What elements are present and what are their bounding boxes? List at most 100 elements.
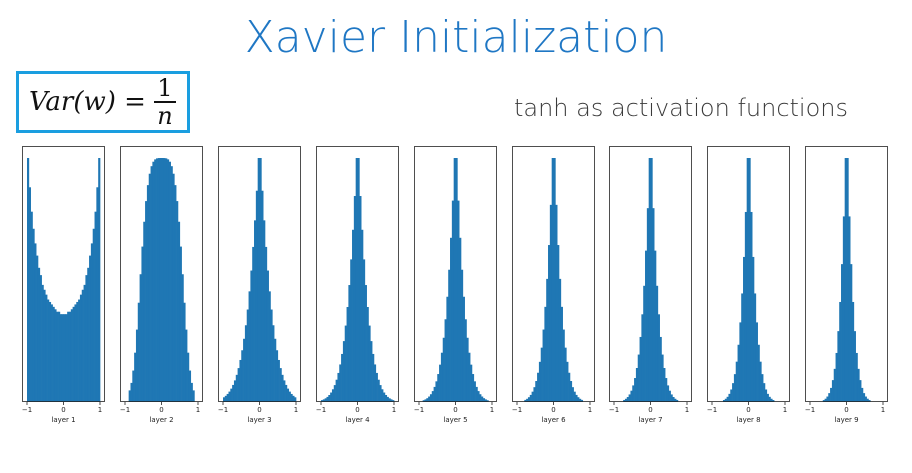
histogram-bar	[533, 387, 536, 402]
histogram-bar	[230, 388, 233, 402]
histogram-bar	[459, 237, 462, 402]
histogram-bar	[579, 398, 582, 402]
histogram-bar	[851, 301, 855, 402]
histogram-bar	[244, 325, 248, 402]
histogram-bar	[435, 381, 438, 402]
histogram-bar	[250, 270, 253, 402]
histogram-bar	[375, 372, 378, 402]
histogram-bar	[81, 289, 84, 402]
histogram-bar	[352, 229, 355, 402]
histogram-bar	[254, 220, 257, 402]
histogram-bar	[428, 396, 431, 402]
histogram-bar	[770, 398, 773, 402]
histogram-bar	[558, 278, 562, 402]
histogram-bar	[753, 293, 757, 402]
histogram-panel: −1 0 1 layer 7	[609, 146, 692, 424]
histogram-bar	[192, 390, 195, 402]
histogram-bar	[383, 392, 386, 402]
histogram-bar	[76, 301, 79, 402]
histogram-bar	[650, 158, 653, 402]
x-axis-label: layer 1	[51, 416, 75, 424]
histogram-bar	[65, 314, 68, 402]
page-title: Xavier Initialization	[244, 12, 668, 63]
histogram-bar	[752, 256, 755, 402]
histogram-bar	[43, 289, 46, 402]
histogram-bar	[294, 397, 297, 402]
x-tick-label: 1	[588, 406, 592, 414]
histogram-bar	[324, 398, 327, 402]
histogram-panel: −1 0 1 layer 4	[316, 146, 399, 424]
histogram-bar	[479, 394, 482, 402]
histogram-bar	[764, 389, 768, 402]
histogram-bar	[362, 259, 366, 402]
histogram-bar	[381, 389, 384, 402]
x-axis-label: layer 3	[247, 416, 271, 424]
histogram-bar	[350, 259, 353, 402]
histogram-bar	[361, 229, 364, 402]
histogram-bar	[134, 352, 137, 402]
histogram-bar	[571, 387, 574, 402]
histogram-bar	[537, 372, 540, 402]
histogram-bar	[560, 306, 563, 402]
histogram-bar	[226, 393, 229, 402]
histogram-bar	[235, 374, 238, 402]
histogram-bar	[56, 311, 59, 402]
histogram-bar	[32, 228, 35, 402]
histogram-bar	[733, 374, 737, 402]
histogram-bar	[542, 329, 545, 402]
x-tick-label: 1	[392, 406, 396, 414]
histogram-bar	[246, 309, 249, 402]
histogram-bar	[386, 396, 389, 402]
histogram-bar	[224, 395, 227, 402]
histogram-bar	[135, 329, 139, 402]
histogram-bar	[761, 374, 764, 402]
histogram-bar	[859, 380, 862, 402]
histogram-bar	[143, 221, 146, 402]
axes-frame	[414, 146, 497, 402]
histogram-bar	[755, 322, 758, 402]
histogram-bar	[743, 256, 746, 402]
histogram-panel: −1 0 1 layer 2	[120, 146, 203, 424]
histogram-bar	[822, 400, 825, 402]
x-tick-label: 1	[685, 406, 689, 414]
histogram-bar	[831, 380, 835, 402]
histogram-bar	[232, 384, 235, 402]
histogram-bar	[337, 372, 340, 402]
histogram-bar	[248, 291, 251, 402]
histogram-bar	[724, 398, 727, 402]
x-axis-label: layer 4	[345, 416, 370, 424]
histogram-bar	[52, 306, 55, 402]
histogram-bar	[292, 395, 295, 402]
histogram-bar	[475, 386, 478, 402]
histogram-panel: −1 0 1 layer 6	[512, 146, 595, 424]
histogram-bar	[288, 391, 291, 402]
histogram-bar	[268, 291, 271, 402]
histogram-bar	[96, 187, 99, 402]
x-axis-label: layer 7	[638, 416, 662, 424]
histogram-bar	[364, 285, 367, 402]
histogram-bar	[477, 391, 480, 402]
histogram-bar	[353, 196, 357, 402]
histogram-bar	[444, 319, 447, 402]
histogram-bar	[538, 361, 542, 402]
histogram-bar	[846, 158, 849, 402]
histogram-bar	[632, 385, 635, 402]
histogram-bar	[344, 325, 347, 402]
histogram-bar	[728, 393, 731, 402]
histogram-bar	[145, 201, 148, 402]
histogram-bar	[748, 158, 751, 402]
histogram-bar	[83, 284, 86, 402]
histogram-bar	[580, 399, 584, 402]
histogram-bar	[63, 314, 66, 402]
x-axis-label: layer 2	[149, 416, 173, 424]
histogram-bar	[828, 393, 831, 402]
histogram-bar	[90, 243, 94, 402]
x-tick-label: −1	[316, 406, 326, 414]
histogram-bar	[746, 158, 749, 402]
histogram-bar	[555, 204, 558, 402]
histogram-bar	[36, 255, 39, 402]
histogram-bar	[139, 274, 142, 402]
subtitle: tanh as activation functions	[513, 94, 848, 122]
histogram-bar	[281, 374, 284, 402]
histogram-bar	[37, 267, 41, 402]
